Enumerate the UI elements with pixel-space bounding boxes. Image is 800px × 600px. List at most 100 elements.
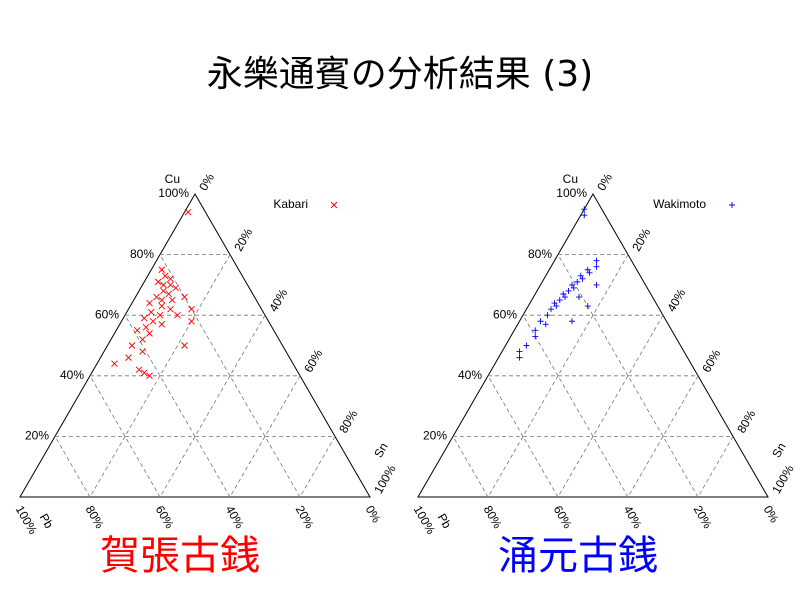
data-point — [160, 287, 167, 295]
data-point — [153, 293, 160, 301]
data-point — [139, 336, 146, 343]
sn-tick-label: 40% — [664, 286, 688, 314]
data-point — [165, 290, 173, 298]
pb-tick-label: 100% — [13, 503, 41, 537]
pb-tick-label: 100% — [411, 503, 439, 537]
pb-tick-label: 0% — [761, 503, 782, 525]
data-point — [181, 293, 188, 301]
data-point — [551, 300, 558, 307]
pb-tick-label: 80% — [481, 503, 505, 531]
data-point — [158, 266, 166, 274]
data-point — [581, 212, 588, 219]
cu-tick-label: 20% — [423, 429, 447, 443]
sn-tick-label: 80% — [336, 407, 360, 435]
data-point — [516, 348, 523, 355]
data-point — [146, 299, 153, 307]
data-point — [174, 311, 181, 319]
sn-tick-label: 100% — [371, 462, 399, 496]
cu-tick-label: 60% — [95, 307, 119, 321]
sn-axis-label: Sn — [371, 440, 390, 460]
grid-line — [452, 436, 489, 498]
data-point — [146, 330, 153, 337]
data-point — [593, 281, 600, 288]
data-point — [569, 281, 575, 288]
data-point — [537, 318, 544, 325]
pb-tick-label: 60% — [551, 503, 575, 531]
grid-line — [557, 254, 699, 498]
grid-line — [557, 314, 664, 498]
pb-axis-label: Pb — [37, 511, 57, 531]
grid-line — [487, 375, 559, 498]
data-point — [584, 303, 591, 310]
data-point — [523, 342, 530, 349]
data-point — [188, 317, 195, 325]
data-point — [128, 342, 136, 349]
data-point — [593, 257, 600, 264]
data-point — [574, 278, 581, 285]
data-point — [154, 278, 162, 286]
data-point — [184, 208, 192, 216]
data-point — [140, 314, 148, 322]
data-point — [167, 305, 174, 313]
data-point — [556, 297, 563, 304]
grid-line — [124, 314, 231, 498]
cu-tick-label: 60% — [493, 307, 517, 321]
data-point — [569, 318, 575, 325]
data-point — [570, 284, 577, 291]
data-point — [542, 321, 549, 328]
data-point — [160, 281, 167, 289]
data-point — [565, 287, 572, 294]
legend-marker — [729, 202, 735, 208]
data-point — [133, 327, 141, 334]
data-point — [149, 317, 157, 325]
grid-line — [299, 436, 336, 498]
data-point — [142, 324, 150, 331]
data-point — [146, 372, 153, 380]
sn-tick-label: 60% — [301, 347, 325, 375]
data-point — [516, 354, 523, 361]
data-point — [548, 306, 554, 313]
pb-tick-label: 0% — [363, 503, 384, 525]
cu-tick-label: 20% — [25, 429, 49, 443]
data-point — [584, 266, 591, 273]
pb-tick-label: 60% — [153, 503, 177, 531]
grid-line — [159, 254, 301, 498]
sn-tick-label: 100% — [769, 462, 797, 496]
data-point — [544, 312, 551, 319]
cu-tick-label: 100% — [556, 186, 587, 200]
grid-line — [89, 254, 231, 498]
data-point — [125, 354, 132, 361]
data-point — [140, 369, 148, 377]
data-point — [181, 342, 188, 349]
slide-title: 永樂通賓の分析結果 (3) — [207, 54, 593, 95]
triangle-outline — [19, 193, 371, 498]
data-point — [560, 290, 567, 297]
data-point — [135, 366, 143, 374]
pb-tick-label: 40% — [621, 503, 645, 531]
data-point — [139, 348, 146, 355]
sn-tick-label: 80% — [734, 407, 758, 435]
grid-line — [54, 436, 91, 498]
sn-tick-label: 20% — [629, 226, 653, 254]
data-point — [532, 327, 539, 334]
sn-tick-label: 40% — [266, 286, 290, 314]
data-point — [156, 311, 164, 319]
data-point — [158, 320, 166, 328]
chart-caption: 賀張古銭 — [100, 533, 260, 579]
data-point — [161, 272, 169, 280]
grid-line — [487, 254, 629, 498]
data-point — [593, 263, 600, 270]
data-point — [111, 360, 118, 367]
cu-tick-label: 40% — [60, 368, 84, 382]
sn-axis-label: Sn — [769, 440, 788, 460]
data-point — [553, 303, 560, 310]
grid-line — [229, 375, 301, 498]
cu-tick-label: 100% — [158, 186, 189, 200]
cu-tick-label: 40% — [458, 368, 482, 382]
sn-tick-label: 20% — [231, 226, 255, 254]
pb-axis-label: Pb — [435, 511, 455, 531]
sn-tick-label: 60% — [699, 347, 723, 375]
data-point — [167, 281, 174, 289]
triangle-outline — [417, 193, 769, 498]
cu-tick-label: 80% — [130, 247, 154, 261]
